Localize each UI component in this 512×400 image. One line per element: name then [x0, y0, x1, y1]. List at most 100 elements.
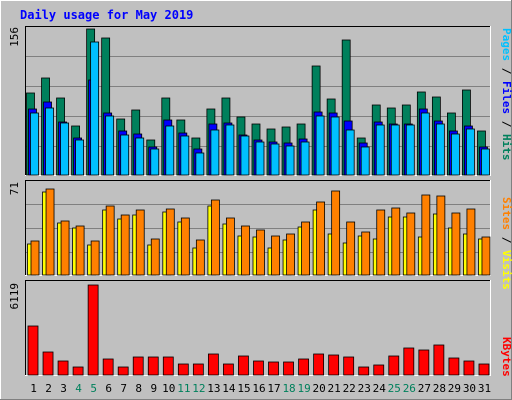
bar-kbytes-day-28	[433, 344, 445, 376]
x-tick-label: 25	[388, 382, 401, 395]
bar-pages-day-26	[405, 124, 415, 176]
bar-sites-day-26	[406, 212, 416, 276]
x-tick-label: 13	[207, 382, 220, 395]
bar-pages-day-28	[435, 123, 445, 176]
bar-sites-day-24	[376, 209, 386, 276]
bar-pages-day-6	[105, 115, 115, 176]
bar-kbytes-day-22	[343, 356, 355, 376]
bar-sites-day-12	[195, 239, 205, 276]
bar-pages-day-14	[225, 124, 235, 176]
x-tick-label: 1	[30, 382, 37, 395]
bar-kbytes-day-15	[238, 355, 249, 376]
bar-kbytes-day-27	[418, 349, 430, 376]
bar-pages-day-30	[466, 128, 475, 176]
kbytes-bars	[27, 284, 490, 376]
bar-sites-day-8	[135, 209, 145, 276]
x-tick-label: 8	[135, 382, 142, 395]
bar-sites-day-18	[286, 233, 295, 276]
legend-hits: Hits	[500, 134, 512, 161]
bar-pages-day-24	[375, 124, 385, 176]
bar-kbytes-day-6	[102, 358, 114, 376]
bar-pages-day-13	[210, 129, 220, 176]
bar-kbytes-day-31	[478, 363, 490, 376]
bar-sites-day-25	[391, 207, 401, 276]
x-tick-label: 23	[358, 382, 371, 395]
bar-kbytes-day-13	[207, 353, 219, 376]
bar-kbytes-day-20	[313, 353, 325, 376]
bar-sites-day-5	[90, 240, 100, 276]
bar-pages-day-9	[150, 148, 160, 176]
bar-sites-day-9	[150, 238, 160, 276]
bar-kbytes-day-21	[328, 354, 340, 376]
bar-sites-day-10	[165, 208, 175, 276]
x-tick-label: 6	[105, 382, 112, 395]
bar-sites-day-3	[60, 220, 70, 276]
bar-kbytes-day-12	[192, 363, 204, 376]
bar-pages-day-23	[360, 146, 370, 176]
bar-pages-day-7	[120, 134, 130, 176]
x-tick-label: 2	[45, 382, 52, 395]
x-tick-label: 11	[177, 382, 190, 395]
bar-pages-day-11	[180, 135, 190, 176]
bar-pages-day-21	[330, 116, 340, 176]
bar-kbytes-day-2	[42, 351, 54, 376]
bar-kbytes-day-30	[463, 360, 475, 376]
kbytes-max-label: 6119	[8, 283, 21, 310]
x-tick-label: 24	[373, 382, 387, 395]
bar-pages-day-12	[195, 152, 205, 176]
bar-pages-day-2	[45, 107, 54, 176]
bar-kbytes-day-19	[298, 358, 309, 376]
x-tick-label: 16	[252, 382, 265, 395]
x-tick-label: 3	[60, 382, 67, 395]
bar-kbytes-day-18	[283, 361, 294, 376]
x-tick-label: 30	[463, 382, 476, 395]
bar-sites-day-14	[226, 217, 235, 276]
bar-kbytes-day-26	[403, 347, 415, 376]
bar-sites-day-27	[421, 194, 431, 276]
bar-sites-day-11	[180, 217, 190, 276]
bar-sites-day-21	[331, 190, 341, 276]
legend-visits-sites: Sites / Visits	[500, 197, 512, 290]
chart-title: Daily usage for May 2019	[20, 8, 193, 22]
x-tick-label: 18	[282, 382, 295, 395]
x-tick-label: 10	[162, 382, 175, 395]
bar-pages-day-1	[30, 112, 39, 176]
bar-sites-day-19	[301, 221, 310, 276]
bar-sites-day-4	[75, 225, 85, 276]
bar-pages-day-22	[345, 129, 355, 176]
x-tick-label: 21	[328, 382, 341, 395]
bar-pages-day-15	[240, 135, 250, 176]
bar-sites-day-20	[316, 201, 326, 276]
bar-pages-day-16	[255, 141, 265, 176]
hits-files-pages-bars	[26, 28, 490, 176]
bar-pages-day-17	[270, 143, 280, 176]
bar-pages-day-31	[481, 148, 490, 176]
x-tick-label: 22	[343, 382, 356, 395]
legend-pages: Pages	[500, 28, 512, 61]
bar-sites-day-16	[256, 229, 265, 276]
bar-sites-day-31	[481, 236, 491, 276]
bar-pages-day-8	[135, 137, 145, 176]
x-tick-label: 9	[150, 382, 157, 395]
x-tick-label: 28	[433, 382, 446, 395]
bar-sites-day-1	[30, 240, 40, 276]
bar-pages-day-10	[165, 125, 175, 176]
bar-kbytes-day-23	[358, 366, 370, 376]
bar-kbytes-day-14	[223, 363, 234, 376]
bar-kbytes-day-7	[117, 366, 129, 376]
bar-sites-day-29	[451, 212, 461, 276]
x-tick-label: 17	[267, 382, 280, 395]
x-tick-label: 19	[297, 382, 310, 395]
hits-max-label: 156	[8, 27, 21, 47]
legend-visits: Visits	[500, 250, 512, 290]
bar-sites-day-30	[466, 208, 476, 276]
x-tick-label: 15	[237, 382, 250, 395]
x-tick-label: 27	[418, 382, 431, 395]
bar-kbytes-day-29	[448, 357, 460, 376]
legend-files: Files	[500, 81, 512, 114]
bar-sites-day-17	[271, 235, 280, 276]
bar-pages-day-18	[285, 145, 295, 176]
bar-kbytes-day-16	[253, 360, 264, 376]
bar-kbytes-day-24	[373, 364, 385, 376]
